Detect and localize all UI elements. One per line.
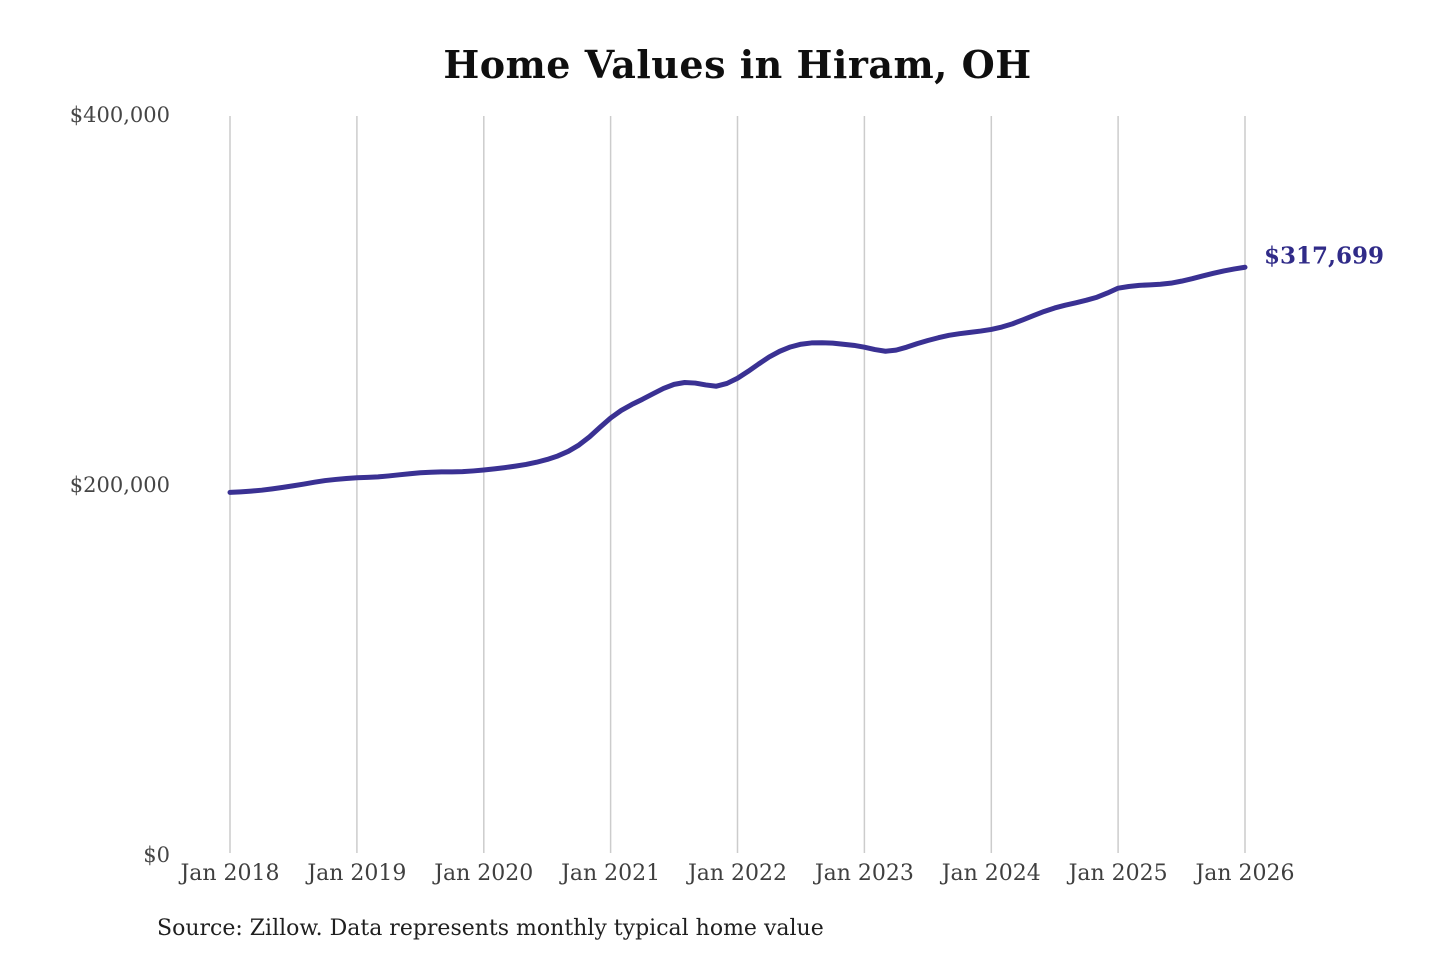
y-axis-tick-label: $400,000 xyxy=(69,103,170,127)
x-axis-tick-label: Jan 2020 xyxy=(434,861,534,886)
chart-title: Home Values in Hiram, OH xyxy=(443,42,1032,87)
x-axis-tick-label: Jan 2019 xyxy=(307,861,407,886)
x-axis-tick-label: Jan 2021 xyxy=(561,861,661,886)
x-axis-tick-label: Jan 2022 xyxy=(687,861,788,886)
x-axis-tick-label: Jan 2023 xyxy=(814,861,914,886)
latest-value-label: $317,699 xyxy=(1264,242,1385,270)
x-axis-tick-label: Jan 2024 xyxy=(941,861,1041,886)
source-note: Source: Zillow. Data represents monthly … xyxy=(157,916,824,941)
x-axis-tick-label: Jan 2018 xyxy=(180,861,280,886)
x-axis-tick-label: Jan 2026 xyxy=(1195,861,1295,886)
y-axis-tick-label: $0 xyxy=(143,843,170,867)
home-value-series-line xyxy=(227,264,1248,495)
y-axis-tick-label: $200,000 xyxy=(69,473,170,497)
x-axis-tick-label: Jan 2025 xyxy=(1068,861,1168,886)
